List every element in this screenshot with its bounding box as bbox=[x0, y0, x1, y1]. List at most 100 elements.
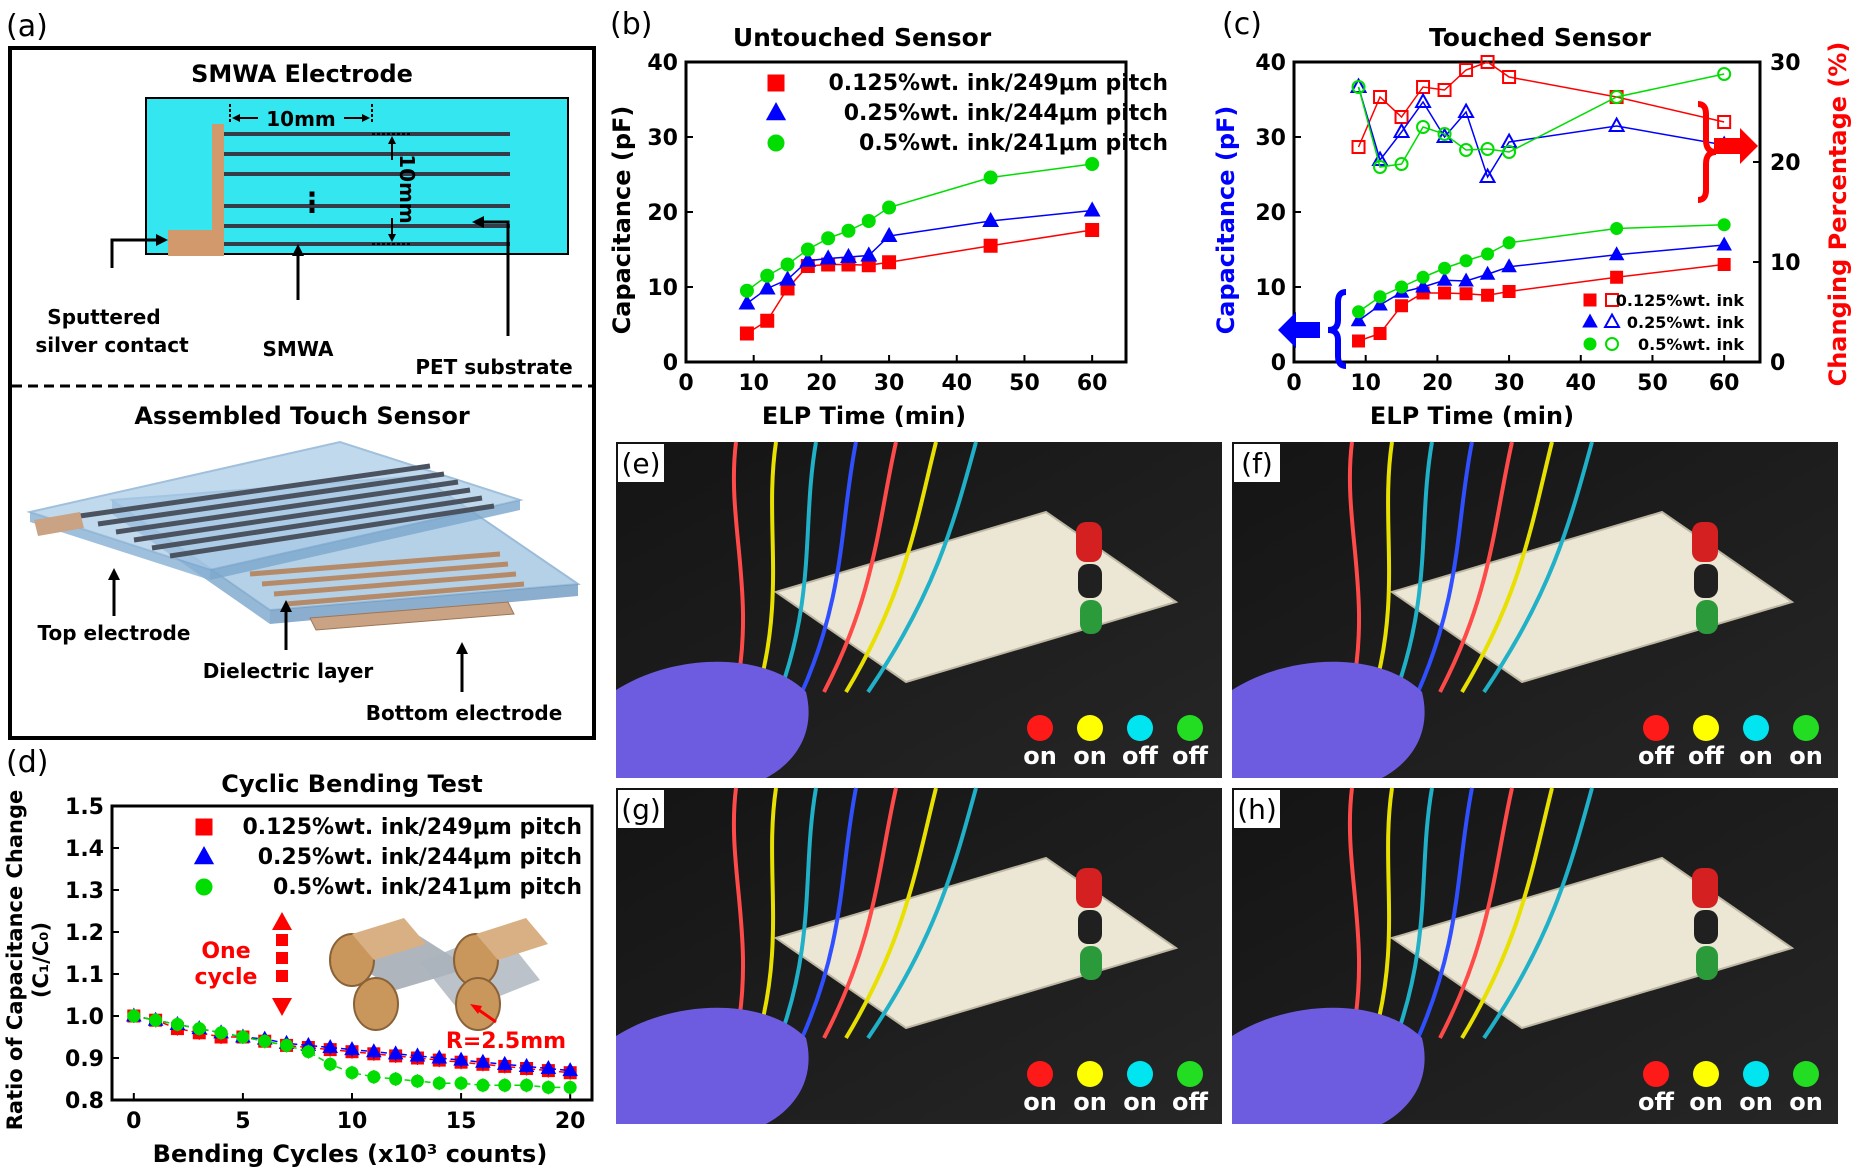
chart-c-legend-marker bbox=[1603, 312, 1621, 329]
chart-c-pct-point bbox=[1480, 55, 1495, 69]
blue-bracket bbox=[1327, 289, 1347, 369]
panel-label-d: (d) bbox=[6, 745, 48, 780]
jumper-wire bbox=[1416, 441, 1474, 693]
chart-c-pct-point bbox=[1502, 70, 1517, 84]
panel-label-f: (f) bbox=[1241, 447, 1273, 480]
chart-c-xtick-label: 10 bbox=[1350, 371, 1381, 396]
chart-d-point bbox=[541, 1080, 555, 1094]
chart-d-point bbox=[301, 1045, 315, 1059]
led-state-label: on bbox=[1023, 742, 1057, 770]
chart-c-y2tick-label: 10 bbox=[1770, 251, 1801, 276]
panel-a-frame bbox=[8, 46, 596, 740]
led-indicator bbox=[1793, 1061, 1819, 1087]
led-indicator bbox=[1027, 1061, 1053, 1087]
chart-c-cap-point bbox=[1481, 247, 1495, 261]
chart-c-cap-point bbox=[1395, 299, 1409, 313]
blue-arrow bbox=[1278, 312, 1320, 348]
black-terminal bbox=[1694, 910, 1718, 944]
chart-c-pct-point bbox=[1414, 92, 1432, 109]
chart-c-cap-point bbox=[1717, 258, 1731, 271]
chart-b-series-line bbox=[746, 229, 1093, 335]
red-terminal bbox=[1692, 868, 1718, 908]
photo-panels: (e)on on off off(f)off off on on(g)on on on off(h… bbox=[616, 441, 1838, 1124]
chart-c-ytick-label: 30 bbox=[1255, 126, 1286, 151]
chart-c-cap-point bbox=[1373, 290, 1387, 304]
chart-c-xtick-label: 0 bbox=[1286, 371, 1301, 396]
chart-d-point bbox=[214, 1026, 228, 1040]
chart-c-cap-point bbox=[1479, 265, 1496, 280]
chart-b-point bbox=[799, 251, 817, 267]
led-indicator bbox=[1643, 1061, 1669, 1087]
chart-c-cap-point bbox=[1608, 246, 1625, 261]
black-terminal bbox=[1078, 910, 1102, 944]
chart-b-legend-label: 0.5%wt. ink/241μm pitch bbox=[859, 131, 1168, 156]
chart-b-series-line bbox=[746, 209, 1093, 305]
chart-c-pct-point bbox=[1351, 80, 1366, 94]
jumper-wire bbox=[822, 441, 898, 693]
chart-c-pct-point bbox=[1500, 132, 1518, 149]
chart-c-legend-marker bbox=[1605, 293, 1619, 307]
chart-c-cap-line bbox=[1358, 224, 1725, 313]
led-indicator bbox=[1793, 715, 1819, 741]
chart-c-cap-point bbox=[1459, 254, 1473, 268]
chart-d-point bbox=[431, 1049, 448, 1064]
led-state-label: on bbox=[1023, 1088, 1057, 1116]
jumper-wire bbox=[866, 441, 978, 694]
chart-c-cap-point bbox=[1438, 261, 1452, 275]
chart-d-xtick-label: 15 bbox=[446, 1109, 477, 1134]
label-smwa: SMWA bbox=[263, 337, 334, 361]
chart-d-point bbox=[518, 1057, 535, 1072]
label-dielectric: Dielectric layer bbox=[203, 659, 374, 683]
chart-c-ylabel: Capacitance (pF) bbox=[1212, 106, 1240, 335]
chart-c-cap-line bbox=[1358, 244, 1725, 322]
black-terminal bbox=[1694, 564, 1718, 598]
bottom-wires bbox=[249, 551, 525, 607]
chart-c-y2tick-label: 30 bbox=[1770, 51, 1801, 76]
panel-label-c: (c) bbox=[1222, 7, 1262, 42]
chart-d-point bbox=[323, 1057, 337, 1071]
chart-b-xtick-label: 60 bbox=[1077, 371, 1108, 396]
chart-c-xtick-label: 30 bbox=[1494, 371, 1525, 396]
jumper-wire bbox=[800, 441, 858, 693]
chart-c-cap-point bbox=[1436, 271, 1453, 286]
chart-b-ylabel: Capacitance (pF) bbox=[608, 106, 636, 335]
chart-d-point bbox=[170, 1017, 184, 1031]
chart-b-point bbox=[841, 223, 856, 238]
chart-d-ytick-label: 1.3 bbox=[65, 879, 104, 904]
chart-d-legend-marker bbox=[193, 846, 215, 865]
chart-c-pct-point bbox=[1717, 115, 1732, 129]
jumper-wire bbox=[756, 787, 778, 1039]
chart-c-pct-point bbox=[1459, 143, 1474, 157]
led-indicator bbox=[1127, 1061, 1153, 1087]
ellipsis-dots: ⋮ bbox=[298, 186, 326, 219]
chart-c-pct-point bbox=[1351, 140, 1366, 154]
panel-b: (b) Untouched Sensor 0 10 20 30 40 50 60 0 10 20 3… bbox=[608, 7, 1168, 430]
chart-d-point bbox=[322, 1039, 338, 1054]
chart-c-legend-marker bbox=[1582, 313, 1598, 328]
chart-d-point bbox=[476, 1078, 490, 1092]
chart-c-cap-point bbox=[1502, 285, 1516, 298]
panel-label-g: (g) bbox=[621, 793, 661, 826]
chart-b-point bbox=[1085, 157, 1100, 171]
photo-h: (h)off on on on bbox=[1232, 787, 1838, 1124]
jumper-wire bbox=[1482, 787, 1594, 1040]
chart-b-ytick-label: 10 bbox=[647, 276, 678, 301]
led-state-label: on bbox=[1739, 1088, 1773, 1116]
jumper-wire bbox=[778, 441, 818, 693]
chart-b-legend-label: 0.25%wt. ink/244μm pitch bbox=[844, 101, 1168, 126]
chart-c-cap-point bbox=[1610, 222, 1624, 235]
led-state-label: off bbox=[1638, 1088, 1674, 1116]
chart-c-cap-point bbox=[1415, 278, 1431, 293]
chart-d-ytick-label: 1.4 bbox=[65, 837, 104, 862]
chart-b-xlabel: ELP Time (min) bbox=[762, 402, 966, 430]
chart-c-xtick-label: 20 bbox=[1422, 371, 1453, 396]
chart-c-legend-label: 0.5%wt. ink bbox=[1638, 335, 1744, 354]
chart-b-point bbox=[800, 242, 815, 257]
chart-b-point bbox=[739, 283, 754, 298]
led-indicator bbox=[1743, 1061, 1769, 1087]
jumper-wire bbox=[1347, 787, 1361, 1039]
chart-d-legend-label: 0.5%wt. ink/241μm pitch bbox=[273, 875, 582, 900]
chart-c-plot: 0 10 20 30 40 50 60 0 10 20 30 40 0 10 20 30 0.125%wt. i… bbox=[1255, 51, 1800, 396]
jumper-wire bbox=[1394, 441, 1434, 693]
chart-b-xtick-label: 0 bbox=[678, 371, 693, 396]
